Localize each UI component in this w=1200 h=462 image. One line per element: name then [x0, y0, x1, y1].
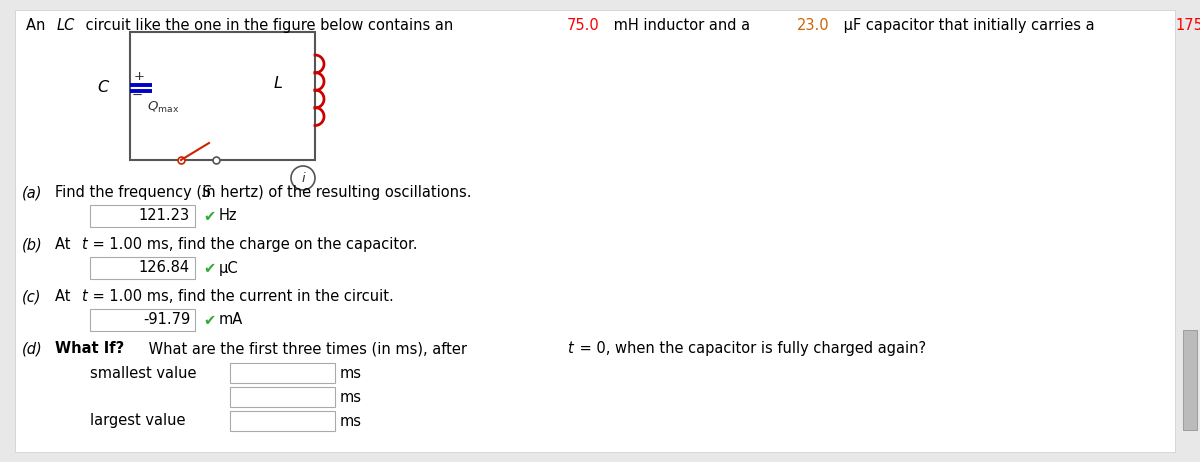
- Text: ms: ms: [340, 365, 362, 381]
- Text: (a): (a): [22, 185, 42, 200]
- Text: LC: LC: [56, 18, 76, 33]
- Text: 121.23: 121.23: [139, 208, 190, 224]
- Text: Find the frequency (in hertz) of the resulting oscillations.: Find the frequency (in hertz) of the res…: [55, 185, 472, 200]
- Text: −: −: [132, 89, 143, 102]
- Text: ms: ms: [340, 389, 362, 405]
- Text: i: i: [301, 171, 305, 184]
- Text: S: S: [203, 185, 211, 200]
- Bar: [1183, 330, 1198, 430]
- Text: μC: μC: [220, 261, 239, 275]
- Text: ✔: ✔: [203, 208, 215, 224]
- Bar: [230, 363, 335, 383]
- Text: t: t: [568, 341, 572, 356]
- Text: -91.79: -91.79: [143, 312, 190, 328]
- Text: = 1.00 ms, find the charge on the capacitor.: = 1.00 ms, find the charge on the capaci…: [89, 237, 418, 252]
- Bar: [90, 309, 194, 331]
- Text: At: At: [55, 289, 76, 304]
- Text: = 1.00 ms, find the current in the circuit.: = 1.00 ms, find the current in the circu…: [89, 289, 394, 304]
- Text: μF capacitor that initially carries a: μF capacitor that initially carries a: [839, 18, 1099, 33]
- Text: = 0, when the capacitor is fully charged again?: = 0, when the capacitor is fully charged…: [575, 341, 925, 356]
- Text: mA: mA: [220, 312, 244, 328]
- Text: $Q_{\mathrm{max}}$: $Q_{\mathrm{max}}$: [148, 100, 179, 115]
- Bar: [130, 32, 314, 160]
- Text: smallest value: smallest value: [90, 365, 197, 381]
- Text: largest value: largest value: [90, 413, 186, 428]
- Text: circuit like the one in the figure below contains an: circuit like the one in the figure below…: [80, 18, 457, 33]
- Bar: [230, 387, 335, 407]
- Text: (b): (b): [22, 237, 43, 252]
- Text: 23.0: 23.0: [797, 18, 830, 33]
- Text: 75.0: 75.0: [566, 18, 600, 33]
- Text: L: L: [274, 75, 282, 91]
- Text: (c): (c): [22, 289, 42, 304]
- Text: ✔: ✔: [203, 312, 215, 328]
- Bar: [230, 411, 335, 431]
- Text: At: At: [55, 237, 76, 252]
- Text: ms: ms: [340, 413, 362, 428]
- Text: (d): (d): [22, 341, 43, 356]
- Text: 175: 175: [1175, 18, 1200, 33]
- Bar: [90, 257, 194, 279]
- Text: C: C: [97, 80, 108, 96]
- Text: mH inductor and a: mH inductor and a: [610, 18, 755, 33]
- Text: What are the first three times (in ms), after: What are the first three times (in ms), …: [144, 341, 472, 356]
- Text: t: t: [80, 289, 86, 304]
- Text: 126.84: 126.84: [139, 261, 190, 275]
- Text: What If?: What If?: [55, 341, 125, 356]
- Text: t: t: [80, 237, 86, 252]
- Text: An: An: [26, 18, 50, 33]
- Text: Hz: Hz: [220, 208, 238, 224]
- Bar: [90, 205, 194, 227]
- Text: +: +: [133, 69, 144, 83]
- Text: ✔: ✔: [203, 261, 215, 275]
